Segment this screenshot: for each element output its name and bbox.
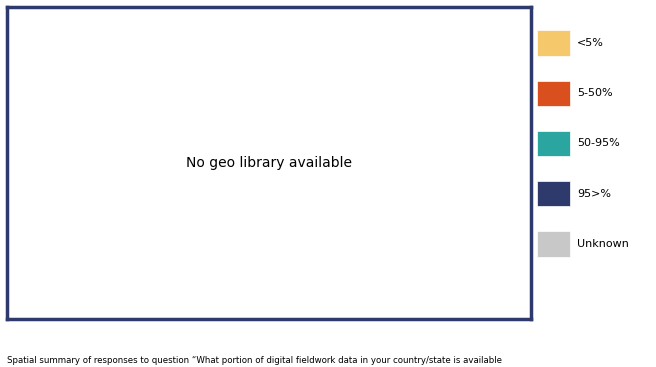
Bar [537, 231, 570, 257]
Text: No geo library available: No geo library available [186, 156, 352, 170]
Text: 50-95%: 50-95% [577, 138, 620, 149]
Text: Unknown: Unknown [577, 239, 629, 249]
Bar [537, 181, 570, 207]
Text: Spatial summary of responses to question “What portion of digital fieldwork data: Spatial summary of responses to question… [7, 356, 502, 365]
Bar [537, 80, 570, 106]
Text: 5-50%: 5-50% [577, 88, 613, 98]
Bar [537, 30, 570, 56]
Text: 95>%: 95>% [577, 189, 611, 199]
Bar [537, 131, 570, 156]
Text: <5%: <5% [577, 38, 604, 48]
